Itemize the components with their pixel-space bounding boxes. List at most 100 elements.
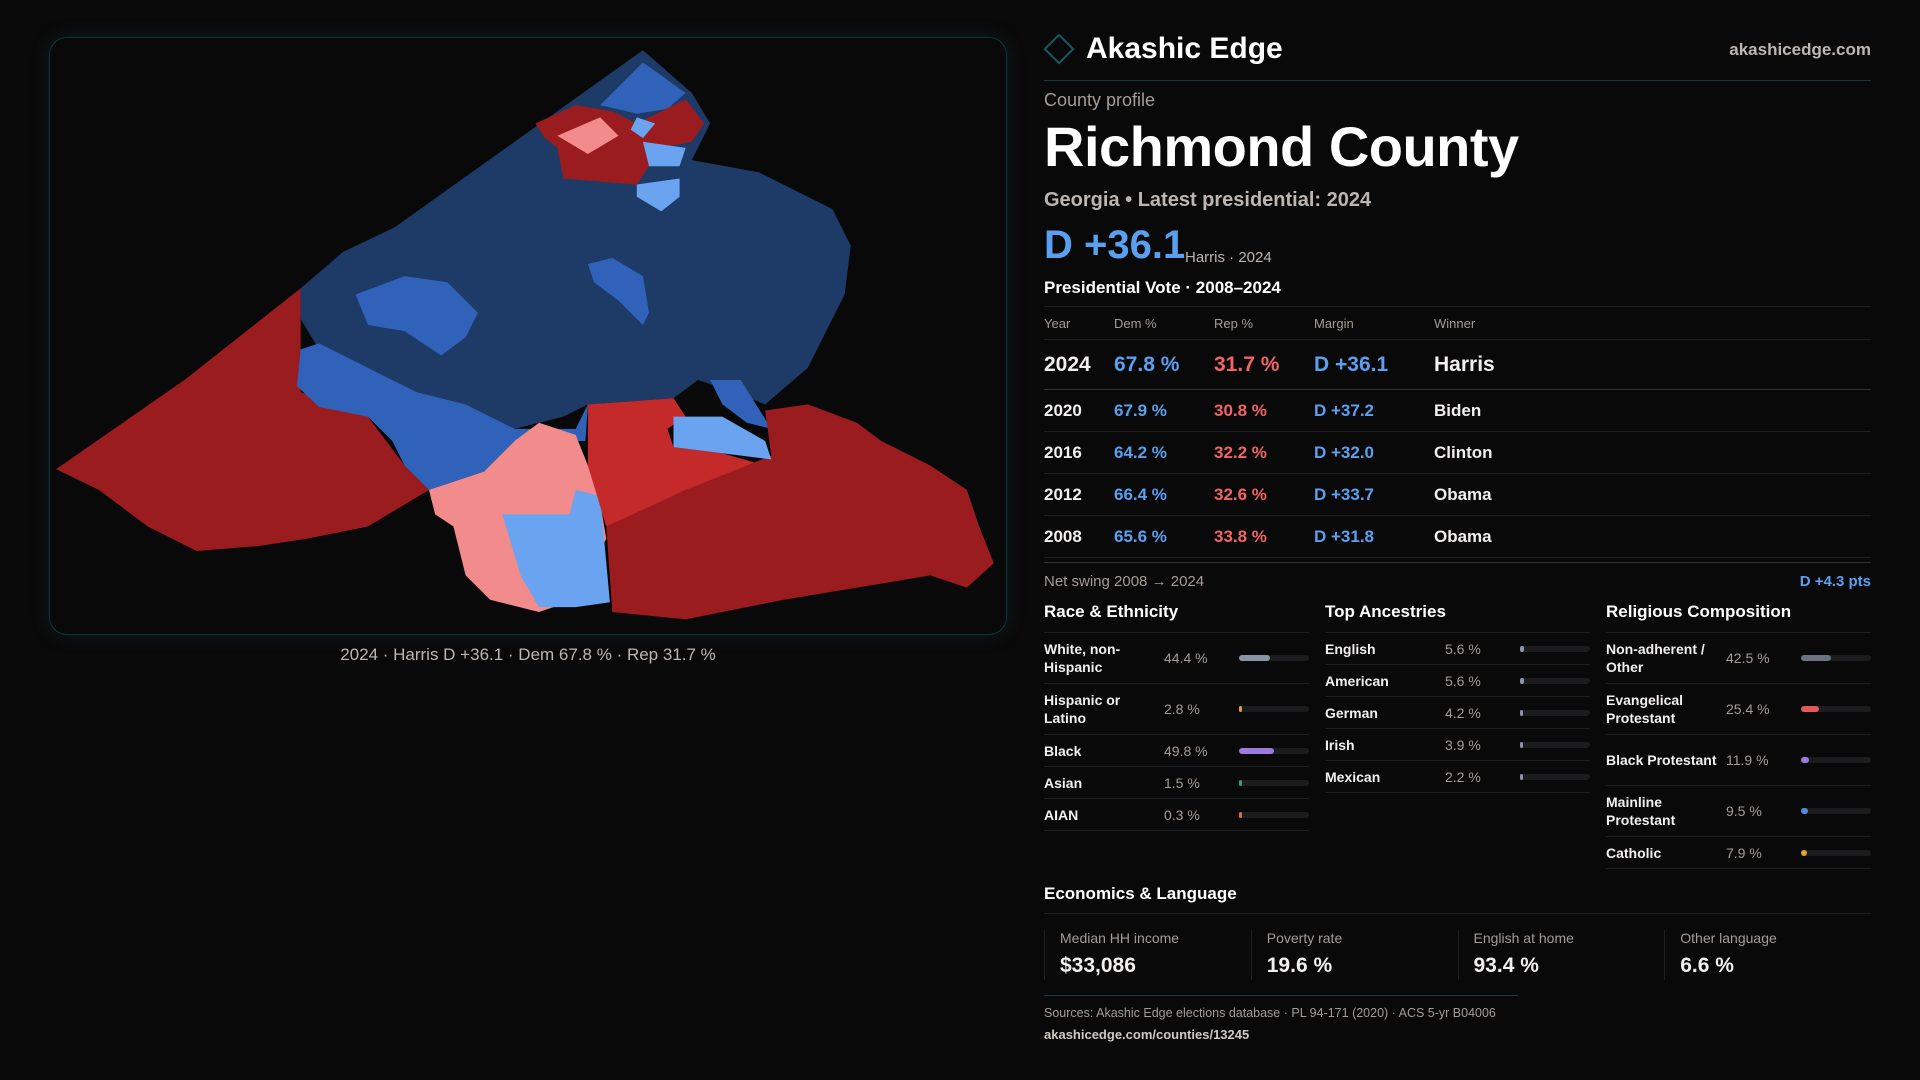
- precinct-tilt-dem-n3[interactable]: [636, 178, 680, 212]
- ancestry-label: German: [1325, 704, 1378, 721]
- precinct-tilt-dem-south[interactable]: [502, 489, 610, 608]
- precinct-lean-dem-top[interactable]: [600, 62, 686, 114]
- presidential-vote-table: Year Dem % Rep % Margin Winner 2024 67.8 …: [1044, 306, 1871, 558]
- race-value: 44.4 %: [1164, 650, 1208, 666]
- precinct-lean-dem-1[interactable]: [355, 276, 478, 356]
- vote-dem: 67.8 %: [1114, 339, 1214, 390]
- religion-bar-fill: [1801, 655, 1831, 661]
- religion-bar-fill: [1801, 808, 1808, 814]
- vote-year: 2024: [1044, 339, 1114, 390]
- race-section: Race & Ethnicity White, non-Hispanic 44.4 …: [1044, 602, 1309, 831]
- ancestry-label: American: [1325, 672, 1389, 689]
- net-swing-value: D +4.3 pts: [1799, 573, 1871, 590]
- religion-value: 42.5 %: [1726, 650, 1770, 666]
- diamond-logo-icon: [1043, 33, 1075, 65]
- religion-row: Black Protestant 11.9 %: [1606, 735, 1871, 786]
- vote-row-2012: 2012 66.4 % 32.6 % D +33.7 Obama: [1044, 473, 1871, 516]
- vote-dem: 65.6 %: [1114, 515, 1214, 558]
- race-bar-track: [1239, 706, 1309, 712]
- vote-dem: 64.2 %: [1114, 431, 1214, 474]
- precinct-tilt-dem-n1[interactable]: [630, 117, 656, 139]
- swing-divider: [1044, 562, 1871, 563]
- ancestry-section: Top Ancestries English 5.6 % American 5.6 % G…: [1325, 602, 1590, 793]
- stat-poverty-rate: Poverty rate 19.6 %: [1250, 930, 1458, 980]
- county-url[interactable]: akashicedge.com/counties/13245: [1044, 1027, 1250, 1042]
- vote-rep: 33.8 %: [1214, 515, 1314, 558]
- vote-margin: D +31.8: [1314, 515, 1434, 558]
- race-value: 49.8 %: [1164, 742, 1208, 759]
- race-bar-fill: [1239, 811, 1242, 818]
- ancestry-value: 3.9 %: [1445, 736, 1481, 753]
- race-row: AIAN 0.3 %: [1044, 799, 1309, 831]
- precinct-lean-dem-band[interactable]: [296, 343, 588, 490]
- ancestry-bar-track: [1520, 645, 1590, 652]
- brand-logo[interactable]: Akashic Edge: [1043, 32, 1283, 66]
- stat-label: Other language: [1680, 930, 1777, 946]
- religion-bar-track: [1801, 706, 1871, 712]
- stat-value: 19.6 %: [1266, 954, 1333, 977]
- vote-rep: 32.6 %: [1214, 473, 1314, 516]
- precinct-tilt-rep-north[interactable]: [557, 117, 619, 155]
- precinct-tilt-dem-east[interactable]: [673, 416, 772, 460]
- precinct-map[interactable]: [50, 38, 1006, 634]
- site-link[interactable]: akashicedge.com: [1729, 40, 1871, 59]
- vote-winner: Obama: [1434, 515, 1871, 558]
- footer-divider: [1044, 995, 1518, 996]
- religion-bar-fill: [1801, 757, 1810, 763]
- ancestry-row: Mexican 2.2 %: [1325, 761, 1590, 793]
- religion-label: Evangelical Protestant: [1606, 692, 1684, 726]
- vote-year: 2012: [1044, 473, 1114, 516]
- county-map[interactable]: [49, 37, 1007, 635]
- race-row: Black 49.8 %: [1044, 735, 1309, 767]
- headline-margin: D +36.1: [1044, 223, 1186, 267]
- ancestry-bar-track: [1520, 677, 1590, 684]
- ancestry-value: 2.2 %: [1445, 768, 1481, 785]
- stat-value: 6.6 %: [1680, 954, 1734, 977]
- precinct-safe-rep-north[interactable]: [535, 99, 705, 185]
- stat-other-language: Other language 6.6 %: [1664, 930, 1871, 980]
- ancestry-label: Mexican: [1325, 768, 1381, 785]
- race-bar-track: [1239, 747, 1309, 754]
- precinct-safe-rep-west[interactable]: [56, 288, 429, 551]
- vote-year: 2008: [1044, 515, 1114, 558]
- religion-row: Mainline Protestant 9.5 %: [1606, 786, 1871, 837]
- precinct-tilt-dem-n2[interactable]: [642, 141, 686, 167]
- vote-winner: Biden: [1434, 389, 1871, 432]
- vote-row-2016: 2016 64.2 % 32.2 % D +32.0 Clinton: [1044, 431, 1871, 474]
- race-label: AIAN: [1044, 806, 1079, 823]
- vote-winner: Obama: [1434, 473, 1871, 516]
- race-row: Hispanic or Latino 2.8 %: [1044, 684, 1309, 735]
- race-title: Race & Ethnicity: [1044, 602, 1309, 633]
- economics-title: Economics & Language: [1044, 884, 1237, 903]
- county-profile-panel: Akashic Edge akashicedge.com County prof…: [1043, 0, 1871, 1080]
- ancestry-bar-track: [1520, 709, 1590, 716]
- religion-bar-track: [1801, 655, 1871, 661]
- economics-divider: [1044, 913, 1871, 914]
- vote-margin: D +37.2: [1314, 389, 1434, 432]
- precinct-lean-rep-south[interactable]: [587, 398, 766, 527]
- race-value: 2.8 %: [1164, 701, 1200, 717]
- religion-section: Religious Composition Non-adherent / Othe…: [1606, 602, 1871, 869]
- net-swing-label: Net swing 2008 → 2024: [1044, 573, 1205, 590]
- religion-row: Non-adherent / Other 42.5 %: [1606, 633, 1871, 684]
- stat-label: Median HH income: [1060, 930, 1180, 946]
- religion-title: Religious Composition: [1606, 602, 1871, 633]
- religion-label: Black Protestant: [1606, 752, 1717, 768]
- votes-title: Presidential Vote · 2008–2024: [1044, 278, 1281, 297]
- race-row: Asian 1.5 %: [1044, 767, 1309, 799]
- col-margin: Margin: [1314, 306, 1434, 340]
- religion-bar-track: [1801, 808, 1871, 814]
- page-kicker: County profile: [1044, 90, 1156, 110]
- precinct-safe-rep-east[interactable]: [606, 404, 994, 620]
- stat-label: English at home: [1473, 930, 1574, 946]
- col-year: Year: [1044, 306, 1114, 340]
- stat-label: Poverty rate: [1266, 930, 1343, 946]
- ancestry-bar-track: [1520, 741, 1590, 748]
- precinct-lean-dem-2[interactable]: [587, 257, 650, 326]
- race-value: 1.5 %: [1164, 774, 1200, 791]
- page-subtitle: Georgia • Latest presidential: 2024: [1044, 189, 1372, 211]
- ancestry-value: 5.6 %: [1445, 640, 1481, 657]
- religion-value: 25.4 %: [1726, 701, 1770, 717]
- precinct-lean-dem-3[interactable]: [710, 379, 772, 429]
- ancestry-bar-fill: [1520, 741, 1523, 748]
